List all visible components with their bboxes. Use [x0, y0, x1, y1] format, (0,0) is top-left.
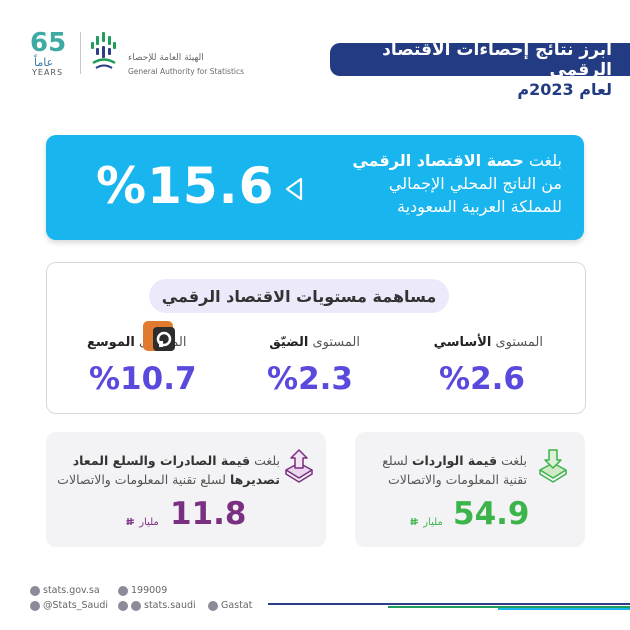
- imports-line-1-prefix: بلغت: [497, 453, 527, 468]
- imports-value: 54.9: [453, 496, 530, 532]
- imports-unit: مليار: [410, 517, 443, 528]
- exports-card: بلغت قيمة الصادرات والسلع المعاد تصديرها…: [46, 432, 326, 547]
- anniversary-logo: 65 عاماً YEARS: [28, 28, 73, 78]
- level-broad-label-bold: الموسع: [87, 335, 135, 350]
- footer-linkedin[interactable]: Gastat: [208, 600, 252, 611]
- footer-social-text: stats.saudi: [144, 600, 196, 611]
- instagram-icon: [118, 600, 128, 611]
- level-basic-label-prefix: المستوى: [491, 335, 543, 350]
- imports-description: بلغت قيمة الواردات لسلع تقنية المعلومات …: [357, 451, 527, 489]
- imports-unit-text: مليار: [423, 517, 443, 528]
- exports-line-1-prefix: بلغت: [250, 453, 280, 468]
- imports-card: بلغت قيمة الواردات لسلع تقنية المعلومات …: [355, 432, 585, 547]
- level-basic-label: المستوى الأساسي: [434, 335, 543, 350]
- imports-line-1-suffix: لسلع: [382, 453, 412, 468]
- footer-twitter-text: @Stats_Saudi: [43, 600, 109, 611]
- share-line-1: بلغت حصة الاقتصاد الرقمي: [302, 149, 562, 172]
- exports-line-2-suffix: لسلع تقنية المعلومات والاتصالات: [57, 472, 230, 487]
- level-basic-label-bold: الأساسي: [433, 335, 492, 350]
- facebook-icon: [131, 600, 141, 611]
- footer-website[interactable]: stats.gov.sa: [30, 585, 100, 596]
- level-narrow-label: المستوى الضيّق: [269, 335, 360, 350]
- exports-description: بلغت قيمة الصادرات والسلع المعاد تصديرها…: [50, 451, 280, 489]
- level-narrow-value: %2.3: [267, 361, 353, 397]
- camera-badge-icon: [143, 321, 175, 351]
- footer-phone-text: 199009: [131, 585, 168, 596]
- share-line-3: للمملكة العربية السعودية: [396, 197, 562, 216]
- digital-economy-share-card: بلغت حصة الاقتصاد الرقمي من الناتج المحل…: [46, 135, 584, 240]
- riyal-symbol-icon: [410, 518, 419, 525]
- x-twitter-icon: [30, 600, 40, 611]
- imports-line-1-bold: قيمة الواردات: [411, 453, 498, 468]
- upload-box-icon: [285, 449, 313, 483]
- anniversary-en: YEARS: [32, 68, 64, 77]
- logo-text-en: General Authority for Statistics: [128, 67, 245, 76]
- page-subtitle: لعام 2023م: [517, 80, 612, 99]
- share-description: بلغت حصة الاقتصاد الرقمي من الناتج المحل…: [302, 149, 562, 218]
- share-line-1-bold: حصة الاقتصاد الرقمي: [352, 151, 524, 170]
- level-narrow-label-prefix: المستوى: [308, 335, 360, 350]
- footer-decor-lines: [268, 603, 630, 610]
- exports-line-1: بلغت قيمة الصادرات والسلع المعاد: [50, 451, 280, 470]
- level-basic-value: %2.6: [439, 361, 525, 397]
- footer-social[interactable]: stats.saudi: [118, 600, 196, 611]
- linkedin-icon: [208, 600, 218, 611]
- share-line-2: من الناتج المحلي الإجمالي: [388, 174, 562, 193]
- exports-line-2: تصديرها لسلع تقنية المعلومات والاتصالات: [50, 470, 280, 489]
- globe-icon: [30, 585, 40, 596]
- exports-unit-text: مليار: [139, 517, 159, 528]
- anniversary-ar: عاماً: [34, 56, 54, 69]
- footer-linkedin-text: Gastat: [221, 600, 253, 611]
- imports-line-2: تقنية المعلومات والاتصالات: [387, 472, 527, 487]
- level-broad-value: %10.7: [89, 361, 197, 397]
- share-line-1-prefix: بلغت: [523, 151, 562, 170]
- share-value: %15.6: [96, 157, 275, 215]
- exports-value: 11.8: [170, 496, 247, 532]
- imports-line-1: بلغت قيمة الواردات لسلع: [357, 451, 527, 470]
- gastat-emblem-icon: [91, 32, 116, 69]
- footer-website-text: stats.gov.sa: [43, 585, 100, 596]
- levels-card: مساهمة مستويات الاقتصاد الرقمي المستوى ا…: [46, 262, 586, 414]
- riyal-symbol-icon: [126, 518, 135, 525]
- download-box-icon: [539, 449, 567, 483]
- footer-twitter[interactable]: @Stats_Saudi: [30, 600, 108, 611]
- logo-divider: [80, 32, 81, 74]
- exports-line-1-bold: قيمة الصادرات والسلع المعاد: [72, 453, 251, 468]
- phone-icon: [118, 585, 128, 596]
- pointer-triangle-icon: [285, 177, 303, 201]
- page-title: أبرز نتائج إحصاءات الاقتصاد الرقمي: [330, 40, 630, 80]
- exports-unit: مليار: [126, 517, 159, 528]
- logo-text-ar: الهيئة العامة للإحصاء: [128, 53, 204, 63]
- anniversary-number: 65: [30, 28, 67, 58]
- footer-phone[interactable]: 199009: [118, 585, 167, 596]
- levels-title: مساهمة مستويات الاقتصاد الرقمي: [149, 279, 449, 313]
- level-narrow-label-bold: الضيّق: [269, 335, 309, 350]
- exports-line-2-bold: تصديرها: [229, 472, 280, 487]
